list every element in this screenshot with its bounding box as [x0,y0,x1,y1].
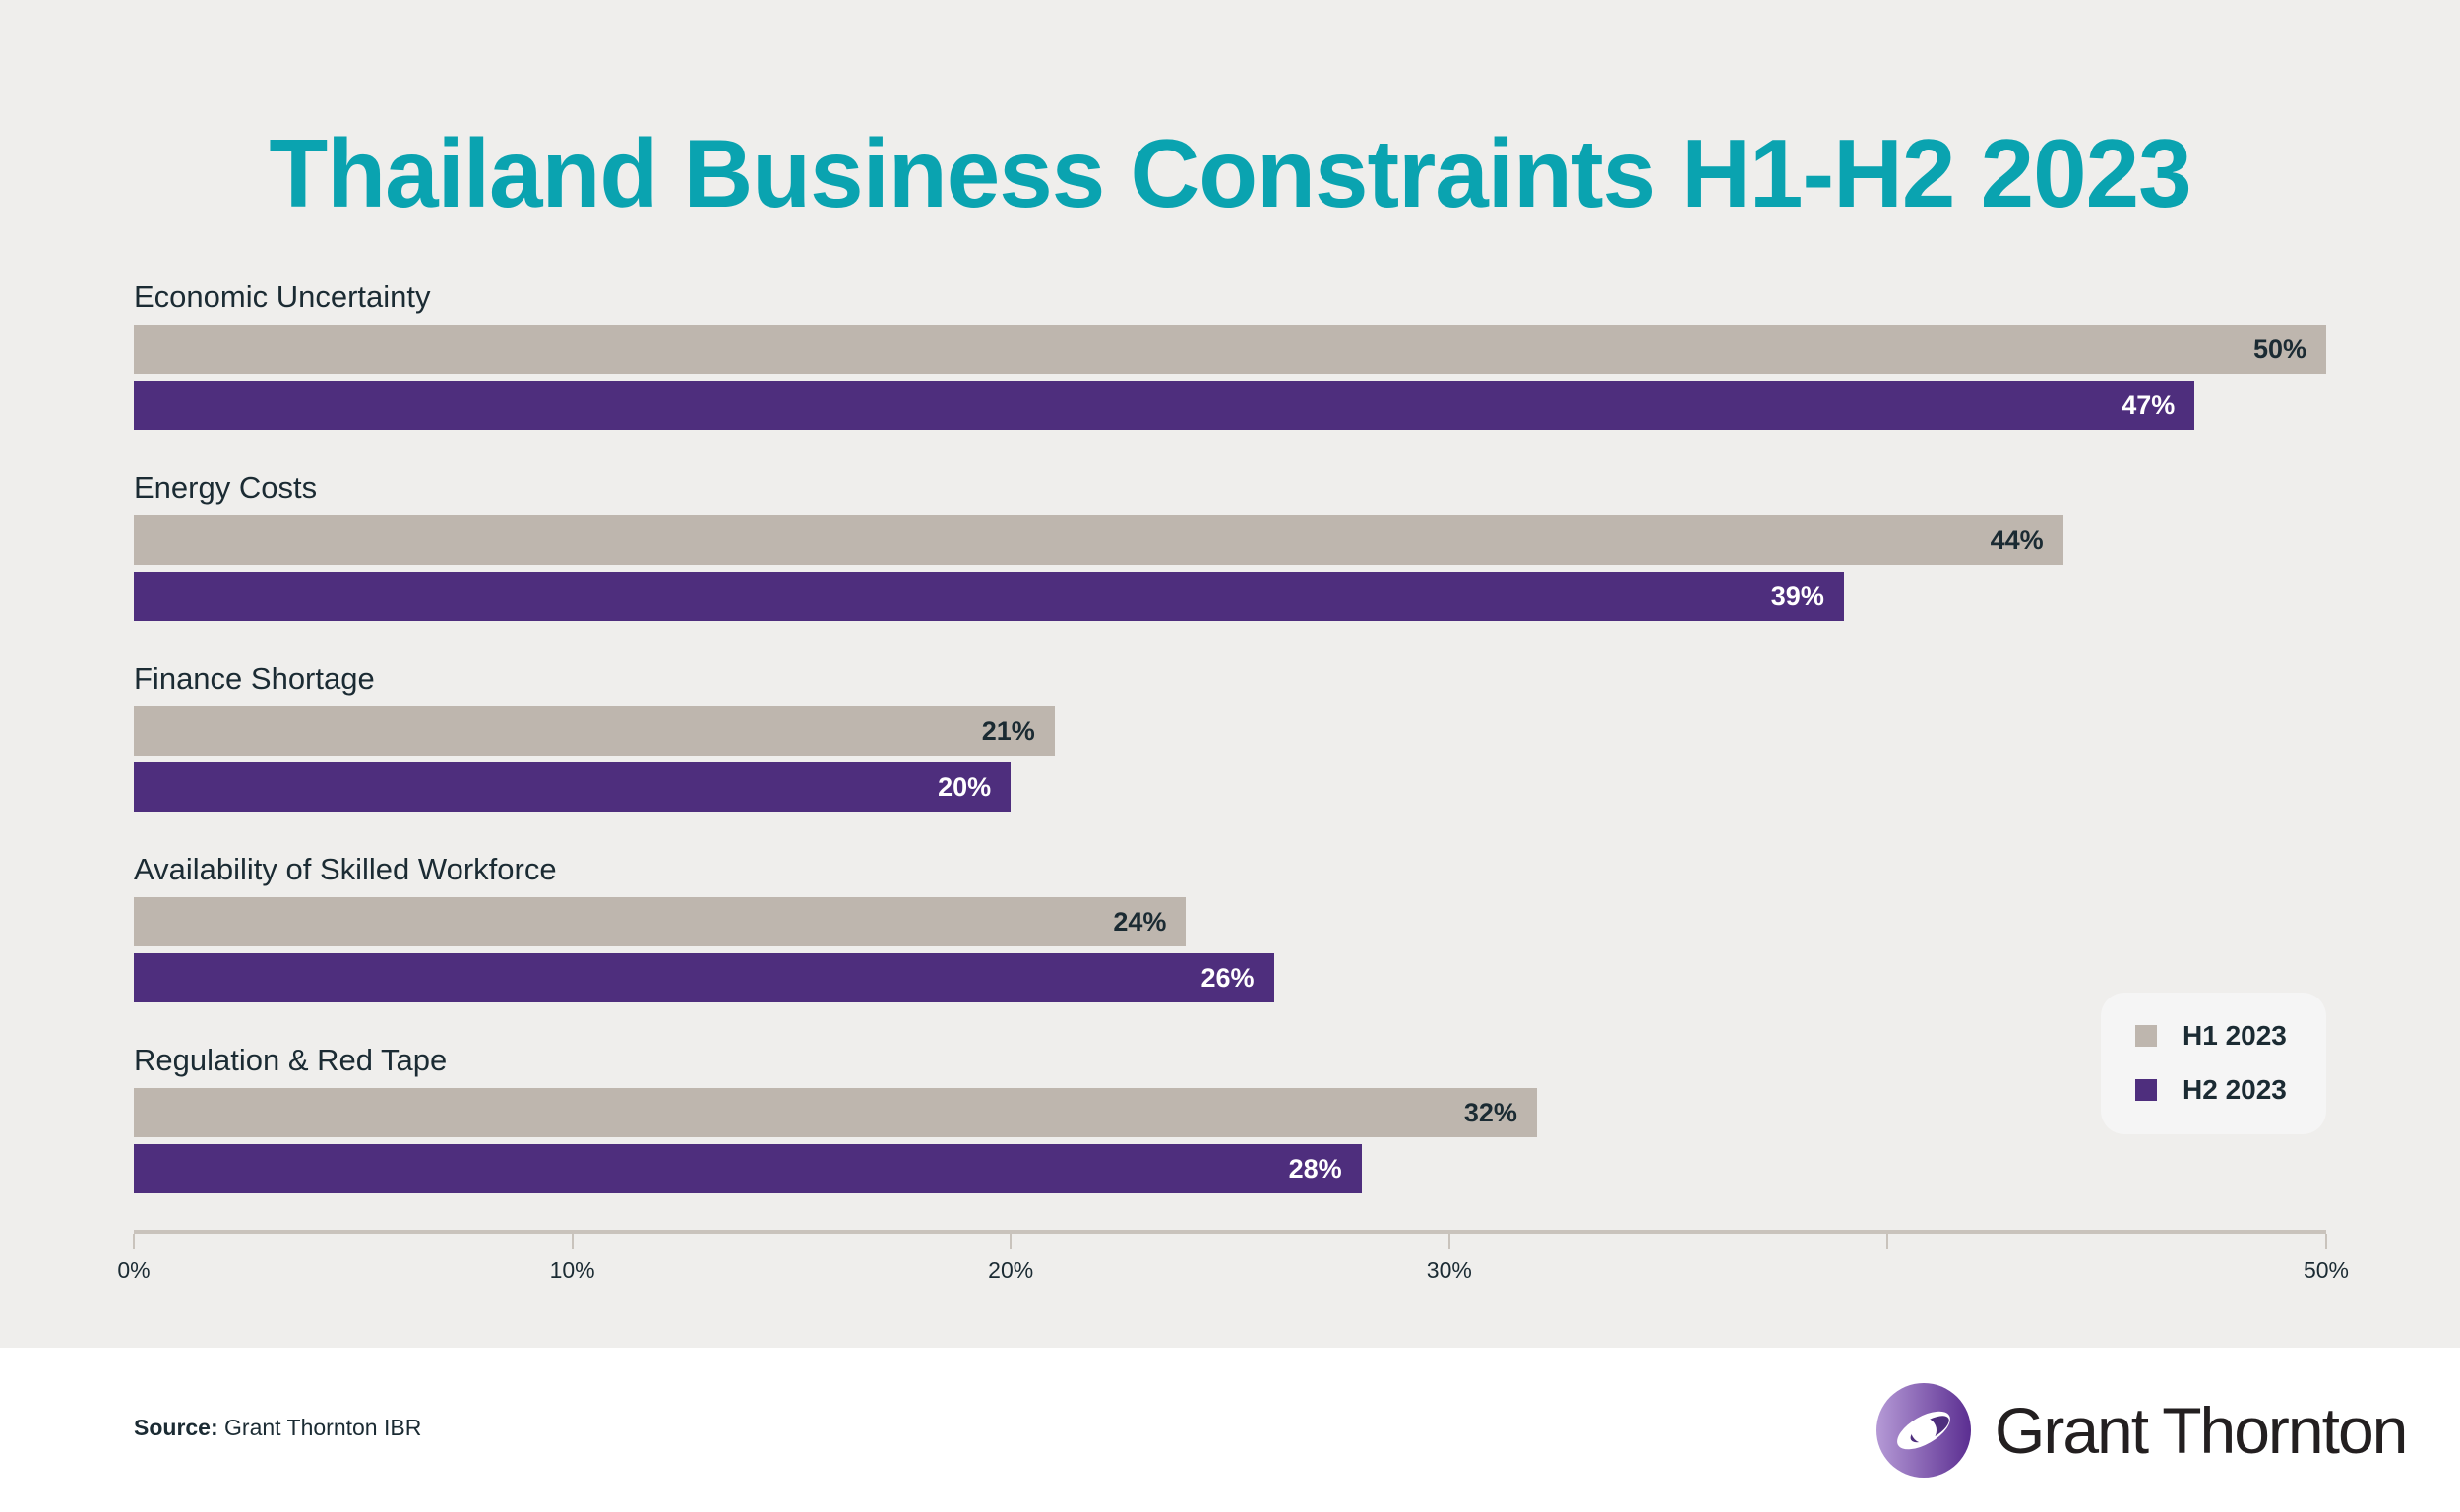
x-tick [1010,1234,1013,1249]
logo-ring-icon [1876,1383,1971,1478]
x-tick-label: 20% [988,1257,1034,1283]
data-label: 32% [1463,1098,1517,1127]
legend: H1 2023 H2 2023 [2101,993,2326,1134]
bar-h1: 32% [134,1088,1537,1137]
grant-thornton-logo: Grant Thornton [1875,1381,2408,1480]
legend-swatch [2135,1079,2157,1101]
data-label: 47% [2122,391,2176,420]
x-tick [2325,1234,2327,1249]
bar-h2: 47% [134,381,2195,430]
bar-h2: 28% [134,1144,1362,1193]
legend-label: H1 2023 [2183,1020,2287,1051]
data-label: 24% [1113,907,1167,937]
legend-swatch [2135,1025,2157,1047]
data-label: 50% [2252,334,2306,364]
category-label: Regulation & Red Tape [134,1043,448,1077]
data-label: 39% [1770,581,1824,611]
x-tick [133,1234,135,1249]
data-label: 26% [1200,963,1255,993]
bar-chart: Economic Uncertainty 50% 47% Energy Costs 44… [117,279,2350,1283]
x-tick [571,1234,574,1249]
logo-text: Grant Thornton [1995,1394,2408,1467]
data-label: 21% [981,716,1035,746]
category-label: Availability of Skilled Workforce [134,852,557,886]
bar-h1: 44% [134,515,2063,565]
data-label: 28% [1288,1154,1342,1183]
category-label: Economic Uncertainty [134,279,431,314]
category-label: Energy Costs [134,470,318,505]
bar-h1: 21% [134,706,1055,756]
x-tick-label: 10% [549,1257,595,1283]
source-label: Source: [134,1415,218,1440]
x-tick [1886,1234,1889,1249]
legend-item: H1 2023 [2135,1020,2287,1052]
data-label: 44% [1990,525,2044,555]
data-label: 20% [938,772,992,802]
bar-h1: 50% [134,325,2326,374]
chart-title: Thailand Business Constraints H1-H2 2023 [269,119,2191,227]
bar-h2: 20% [134,762,1012,812]
x-tick [1447,1234,1450,1249]
bar-h2: 26% [134,953,1274,1002]
bar-h2: 39% [134,572,1844,621]
bar-h1: 24% [134,897,1187,946]
legend-item: H2 2023 [2135,1074,2287,1106]
source-text: Grant Thornton IBR [217,1415,422,1440]
x-tick-label: 30% [1426,1257,1472,1283]
legend-label: H2 2023 [2183,1074,2287,1105]
source-note: Source: Grant Thornton IBR [134,1415,421,1441]
category-label: Finance Shortage [134,661,375,696]
x-axis-line [134,1230,2326,1234]
x-tick-label: 50% [2303,1257,2350,1283]
x-tick-label: 0% [117,1257,151,1283]
